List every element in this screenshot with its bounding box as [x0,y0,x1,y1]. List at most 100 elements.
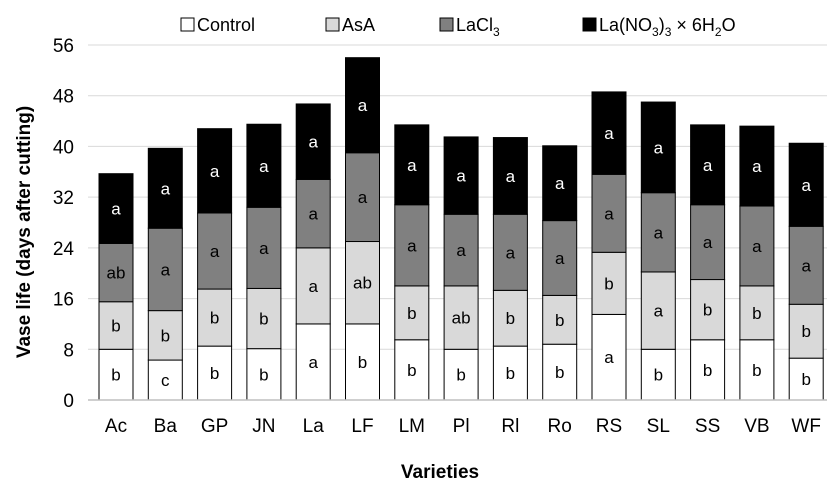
bar-segment [739,125,775,207]
legend-item-lacl3: LaCl3 [439,15,500,39]
bar-segment [739,205,775,287]
bar-segment [542,145,578,222]
significance-letter: a [259,157,269,176]
significance-letter: b [752,304,761,323]
significance-letter: a [801,176,811,195]
x-tick-label: SL [647,416,670,437]
bar-segment [345,323,380,401]
bar-segment [443,285,479,350]
bar-segment [542,294,578,345]
significance-letter: a [308,133,318,152]
bar-segment [640,192,676,273]
significance-letter: b [111,317,120,336]
significance-letter: a [210,162,220,181]
significance-letter: a [456,241,466,260]
bar-segment [591,251,627,315]
significance-letter: a [654,138,664,157]
significance-letter: ab [452,309,471,328]
bar-segment [690,204,726,281]
significance-letter: a [555,249,565,268]
significance-letter: a [308,205,318,224]
significance-letter: a [752,157,762,176]
bar-segment [640,271,676,350]
bar-segment [197,288,233,347]
significance-letter: a [210,242,220,261]
significance-letter: a [358,96,368,115]
legend-label-control: Control [197,15,255,35]
significance-letter: a [259,239,269,258]
bar-segment [246,123,282,208]
significance-letter: b [801,370,810,389]
y-tick-label: 8 [63,340,74,361]
bar-segment [739,339,775,401]
bar-segment [640,101,676,194]
bar-segment [98,173,134,244]
bars [98,57,824,401]
bar-segment [443,136,479,215]
x-tick-label: Ac [105,416,127,437]
significance-letter: b [407,304,416,323]
legend-item-asa: AsA [325,15,375,35]
legend: Control AsA LaCl3 La(NO3)3 × 6H2O [180,15,736,39]
x-tick-label: VB [744,416,769,437]
bar-segment [147,359,183,401]
significance-letter: a [506,243,516,262]
x-tick-label: GP [201,416,228,437]
legend-la-mid2: × 6H [671,15,715,35]
legend-la-prefix: La(NO [599,15,652,35]
legend-label-la-nitrate: La(NO3)3 × 6H2O [599,15,736,39]
x-axis-label: Varieties [401,462,479,483]
significance-letter: b [703,361,712,380]
bar-segment [246,348,282,401]
significance-letter: a [654,223,664,242]
x-tick-label: La [303,416,325,437]
significance-letter: b [111,366,120,385]
bar-segment [788,225,824,305]
significance-letter: a [111,200,121,219]
bar-segment [98,242,134,303]
significance-letter: a [801,256,811,275]
axes: 0 8 16 24 32 40 48 56 Ac Ba GP JN La LF LM Pl Rl Ro RS SL SS… [53,36,827,437]
significance-letter: a [555,174,565,193]
significance-letter: a [703,233,713,252]
y-tick-label: 24 [53,239,75,260]
significance-letter: b [555,363,564,382]
legend-label-asa: AsA [342,15,375,35]
legend-la-suffix: O [722,15,736,35]
legend-lacl3-sub: 3 [493,25,500,39]
bar-segment [542,343,578,401]
y-tick-label: 16 [53,290,74,311]
bar-segment [147,147,183,229]
significance-letter: b [210,309,219,328]
significance-letter: b [506,364,515,383]
legend-la-sub2: 3 [665,25,672,39]
significance-letter: b [259,310,268,329]
significance-letter: a [456,167,466,186]
significance-letter: a [308,353,318,372]
bar-segment [690,124,726,206]
significance-letter: b [801,322,810,341]
bar-segment [345,241,380,325]
bar-segment [147,227,183,312]
significance-letter: a [604,348,614,367]
bar-segment [788,303,824,359]
significance-letter: b [358,353,367,372]
legend-swatch-la-nitrate [582,17,597,32]
bar-segment [492,289,528,347]
significance-letter: a [161,179,171,198]
bar-segment [788,142,824,227]
significance-letter: b [210,364,219,383]
x-tick-label: Rl [501,416,519,437]
significance-letter: b [654,366,663,385]
bar-segment [591,173,627,253]
significance-letter: a [308,277,318,296]
significance-letter: b [752,361,761,380]
significance-letter: a [604,204,614,223]
bar-segment [394,124,430,206]
legend-swatch-lacl3 [439,17,454,32]
significance-letter: a [407,156,417,175]
bar-segment [197,128,233,214]
significance-letter: a [506,167,516,186]
y-tick-label: 56 [53,36,74,57]
